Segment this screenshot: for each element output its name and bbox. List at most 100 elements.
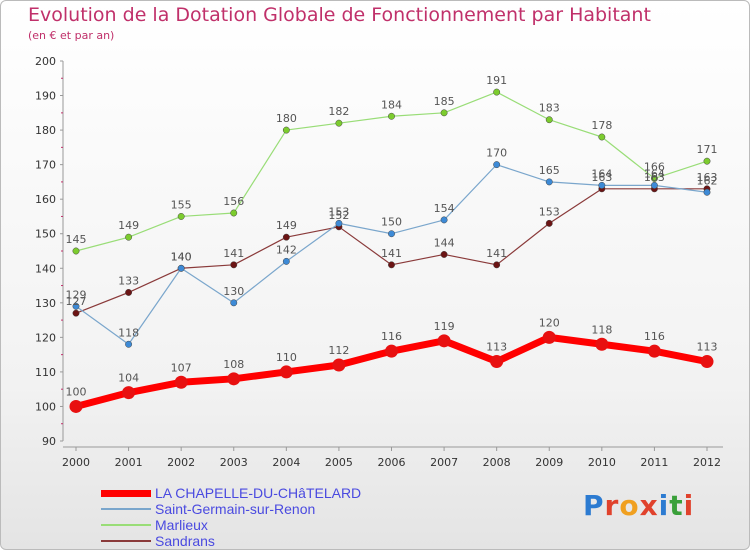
data-point (437, 334, 451, 348)
data-point (72, 309, 80, 317)
data-point (700, 355, 714, 369)
data-point (282, 257, 290, 265)
data-point (388, 112, 395, 120)
data-label: 171 (697, 143, 718, 156)
data-point (282, 126, 290, 134)
data-point (490, 355, 504, 369)
data-label: 120 (539, 316, 560, 329)
legend-swatch (101, 508, 151, 510)
legend-label: LA CHAPELLE-DU-CHâTELARD (155, 485, 362, 501)
data-label: 113 (486, 341, 507, 354)
data-label: 185 (434, 95, 455, 108)
data-point (440, 109, 448, 117)
data-point (177, 264, 185, 272)
data-label: 144 (434, 236, 455, 249)
y-tick-label: 150 (35, 228, 56, 241)
data-label: 116 (644, 330, 665, 343)
x-tick-label: 2010 (588, 456, 616, 469)
logo-letter: t (669, 489, 684, 522)
data-label: 163 (644, 171, 665, 184)
data-label: 112 (328, 344, 349, 357)
data-label: 163 (591, 171, 612, 184)
data-label: 149 (276, 219, 297, 232)
data-label: 153 (539, 205, 560, 218)
data-label: 163 (697, 171, 718, 184)
x-tick-label: 2005 (325, 456, 353, 469)
data-point (122, 386, 136, 400)
data-label: 110 (276, 351, 297, 364)
x-tick-label: 2011 (640, 456, 668, 469)
data-point (493, 161, 501, 169)
data-point (125, 289, 133, 296)
data-label: 162 (697, 174, 718, 187)
data-label: 107 (171, 361, 192, 374)
data-label: 180 (276, 112, 297, 125)
data-label: 155 (171, 198, 192, 211)
x-tick-label: 2000 (62, 456, 90, 469)
y-tick-label: 200 (35, 55, 56, 68)
data-label: 156 (223, 195, 244, 208)
y-tick-label: 100 (35, 400, 56, 413)
data-point (174, 375, 188, 389)
data-point (598, 181, 606, 189)
data-point (69, 399, 83, 413)
data-point (703, 157, 711, 165)
data-point (230, 261, 238, 269)
data-label: 178 (591, 119, 612, 132)
data-point (595, 337, 609, 351)
proxiti-logo: Proxiti (583, 489, 694, 522)
series-1 (72, 161, 711, 348)
data-point (545, 178, 553, 186)
legend-label: Saint-Germain-sur-Renon (155, 501, 316, 517)
data-point (545, 219, 553, 227)
data-label: 170 (486, 147, 507, 160)
data-label: 133 (118, 274, 139, 287)
data-label: 164 (591, 167, 612, 180)
data-point (335, 119, 343, 127)
logo-letter: x (639, 489, 659, 522)
data-label: 164 (644, 167, 665, 180)
data-label: 100 (66, 385, 87, 398)
data-label: 118 (118, 326, 139, 339)
legend-swatch (101, 524, 151, 526)
data-point (650, 175, 658, 182)
data-label: 129 (66, 288, 87, 301)
data-point (440, 216, 448, 224)
data-point (385, 344, 398, 358)
data-point (703, 188, 711, 196)
y-tick-label: 90 (42, 435, 56, 448)
x-tick-label: 2012 (693, 456, 721, 469)
data-label: 183 (539, 102, 560, 115)
data-label: 184 (381, 98, 402, 111)
data-point (72, 302, 80, 310)
chart-subtitle: (en € et par an) (28, 29, 115, 42)
data-point (335, 219, 343, 227)
data-point (647, 344, 661, 358)
data-point (650, 181, 658, 189)
data-label: 182 (328, 105, 349, 118)
data-label: 113 (697, 341, 718, 354)
data-point (279, 365, 293, 379)
logo-letter: i (683, 489, 695, 522)
x-tick-label: 2003 (220, 456, 248, 469)
y-tick-label: 160 (35, 193, 56, 206)
data-label: 141 (486, 247, 507, 260)
logo-letter: P (583, 489, 605, 522)
data-label: 142 (276, 243, 297, 256)
series-0 (69, 330, 714, 413)
data-point (440, 251, 448, 258)
data-point (598, 133, 606, 141)
series-2 (72, 88, 711, 255)
data-label: 165 (539, 164, 560, 177)
data-label: 145 (66, 233, 87, 246)
data-label: 141 (381, 247, 402, 260)
logo-letter: r (604, 489, 620, 522)
data-point (230, 209, 238, 217)
data-label: 150 (381, 216, 402, 229)
data-label: 119 (434, 320, 455, 333)
y-tick-label: 120 (35, 331, 56, 344)
data-point (493, 88, 501, 96)
y-tick-label: 170 (35, 159, 56, 172)
